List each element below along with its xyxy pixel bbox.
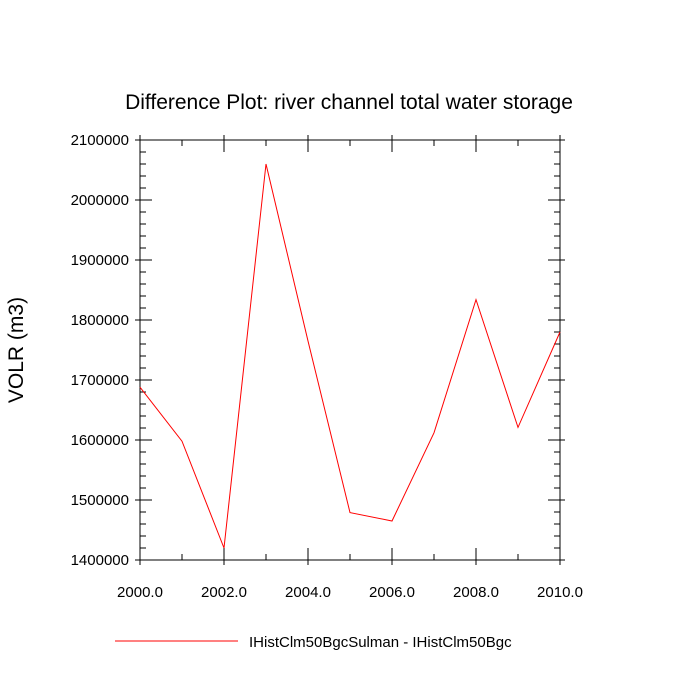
x-tick-label: 2008.0: [453, 584, 499, 601]
y-tick-label: 2000000: [71, 192, 129, 209]
x-tick-label: 2002.0: [201, 584, 247, 601]
y-tick-label: 1800000: [71, 312, 129, 329]
series-line: [139, 163, 561, 549]
y-tick-label: 2100000: [71, 132, 129, 149]
legend: IHistClm50BgcSulman - IHistClm50Bgc: [115, 634, 512, 651]
y-tick-label: 1500000: [71, 492, 129, 509]
legend-label: IHistClm50BgcSulman - IHistClm50Bgc: [249, 634, 512, 651]
x-tick-label: 2000.0: [117, 584, 163, 601]
x-tick-label: 2004.0: [285, 584, 331, 601]
plot-frame: [139, 139, 561, 561]
x-tick-label: 2010.0: [537, 584, 583, 601]
chart-title: Difference Plot: river channel total wat…: [125, 91, 573, 114]
x-tick-label: 2006.0: [369, 584, 415, 601]
y-tick-label: 1600000: [71, 432, 129, 449]
y-tick-label: 1900000: [71, 252, 129, 269]
series-layer: [139, 163, 561, 549]
y-axis-label: VOLR (m3): [5, 297, 28, 403]
y-tick-label: 1700000: [71, 372, 129, 389]
ticks-layer: 1400000 1500000 1600000 1700000 1800000 19000…: [71, 132, 583, 601]
y-tick-label: 1400000: [71, 552, 129, 569]
